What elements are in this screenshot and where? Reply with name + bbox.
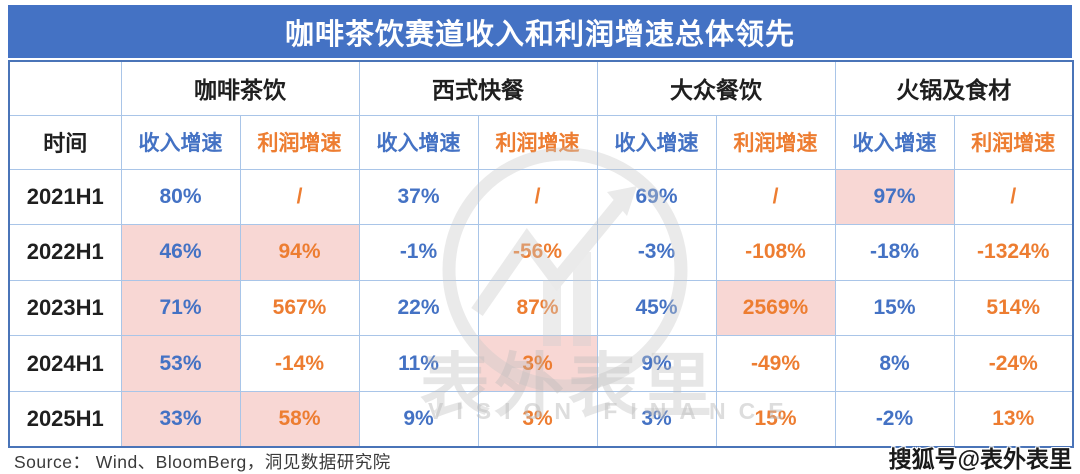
- row-time: 2021H1: [8, 168, 122, 226]
- table-cell: 13%: [953, 390, 1074, 448]
- category-header-mass-catering: 大众餐饮: [596, 60, 836, 116]
- table-cell: 3%: [477, 335, 598, 392]
- table-cell: 71%: [120, 279, 241, 337]
- revenue-growth-header: 收入增速: [358, 114, 479, 170]
- table-cell: 94%: [239, 224, 360, 281]
- table-cell: 15%: [834, 279, 955, 337]
- table-cell: 87%: [477, 279, 598, 337]
- profit-growth-header: 利润增速: [953, 114, 1074, 170]
- table-cell: 3%: [477, 390, 598, 448]
- table-cell: -2%: [834, 390, 955, 448]
- table-cell: 3%: [596, 390, 717, 448]
- table-row: 2021H1 80% / 37% / 69% / 97% /: [8, 168, 1074, 226]
- row-time: 2023H1: [8, 279, 122, 337]
- table-cell: 33%: [120, 390, 241, 448]
- profit-growth-header: 利润增速: [477, 114, 598, 170]
- table-cell: -24%: [953, 335, 1074, 392]
- time-column-header: 时间: [8, 114, 122, 170]
- table-cell: 567%: [239, 279, 360, 337]
- table-cell: -3%: [596, 224, 717, 281]
- table-cell: 514%: [953, 279, 1074, 337]
- revenue-growth-header: 收入增速: [834, 114, 955, 170]
- category-header-western-fastfood: 西式快餐: [358, 60, 598, 116]
- corner-cell: [8, 60, 122, 116]
- row-time: 2024H1: [8, 335, 122, 392]
- table-cell: 46%: [120, 224, 241, 281]
- table-cell: /: [239, 168, 360, 226]
- table-cell: 80%: [120, 168, 241, 226]
- table-cell: /: [477, 168, 598, 226]
- table-cell: /: [953, 168, 1074, 226]
- category-header-row: 咖啡茶饮 西式快餐 大众餐饮 火锅及食材: [8, 60, 1074, 116]
- table-cell: 15%: [715, 390, 836, 448]
- table-cell: -49%: [715, 335, 836, 392]
- page-title: 咖啡茶饮赛道收入和利润增速总体领先: [284, 18, 795, 51]
- row-time: 2025H1: [8, 390, 122, 448]
- subheader-row: 时间 收入增速 利润增速 收入增速 利润增速 收入增速 利润增速 收入增速 利润…: [8, 114, 1074, 170]
- category-header-coffee-tea: 咖啡茶饮: [120, 60, 360, 116]
- profit-growth-header: 利润增速: [715, 114, 836, 170]
- table-cell: -18%: [834, 224, 955, 281]
- table-cell: 11%: [358, 335, 479, 392]
- sohu-account-badge: 搜狐号@表外表里: [888, 446, 1072, 472]
- table-row: 2025H1 33% 58% 9% 3% 3% 15% -2% 13%: [8, 390, 1074, 448]
- title-bar: 咖啡茶饮赛道收入和利润增速总体领先: [8, 5, 1072, 58]
- row-time: 2022H1: [8, 224, 122, 281]
- table-cell: 45%: [596, 279, 717, 337]
- table-row: 2023H1 71% 567% 22% 87% 45% 2569% 15% 51…: [8, 279, 1074, 337]
- revenue-growth-header: 收入增速: [596, 114, 717, 170]
- growth-table: 咖啡茶饮 西式快餐 大众餐饮 火锅及食材 时间 收入增速 利润增速 收入增速 利…: [8, 60, 1074, 448]
- table-cell: 37%: [358, 168, 479, 226]
- table-cell: /: [715, 168, 836, 226]
- table-cell: 8%: [834, 335, 955, 392]
- table-cell: -1%: [358, 224, 479, 281]
- table-row: 2024H1 53% -14% 11% 3% 9% -49% 8% -24%: [8, 335, 1074, 392]
- category-header-hotpot: 火锅及食材: [834, 60, 1074, 116]
- table-cell: 22%: [358, 279, 479, 337]
- table-cell: 58%: [239, 390, 360, 448]
- table-cell: 69%: [596, 168, 717, 226]
- table-cell: -108%: [715, 224, 836, 281]
- table-cell: -56%: [477, 224, 598, 281]
- table-cell: 97%: [834, 168, 955, 226]
- table-cell: -1324%: [953, 224, 1074, 281]
- table-cell: 9%: [358, 390, 479, 448]
- table-cell: 9%: [596, 335, 717, 392]
- table-cell: 2569%: [715, 279, 836, 337]
- profit-growth-header: 利润增速: [239, 114, 360, 170]
- revenue-growth-header: 收入增速: [120, 114, 241, 170]
- table-cell: -14%: [239, 335, 360, 392]
- table-cell: 53%: [120, 335, 241, 392]
- source-text: Source： Wind、BloomBerg，洞见数据研究院: [14, 452, 391, 472]
- table-row: 2022H1 46% 94% -1% -56% -3% -108% -18% -…: [8, 224, 1074, 281]
